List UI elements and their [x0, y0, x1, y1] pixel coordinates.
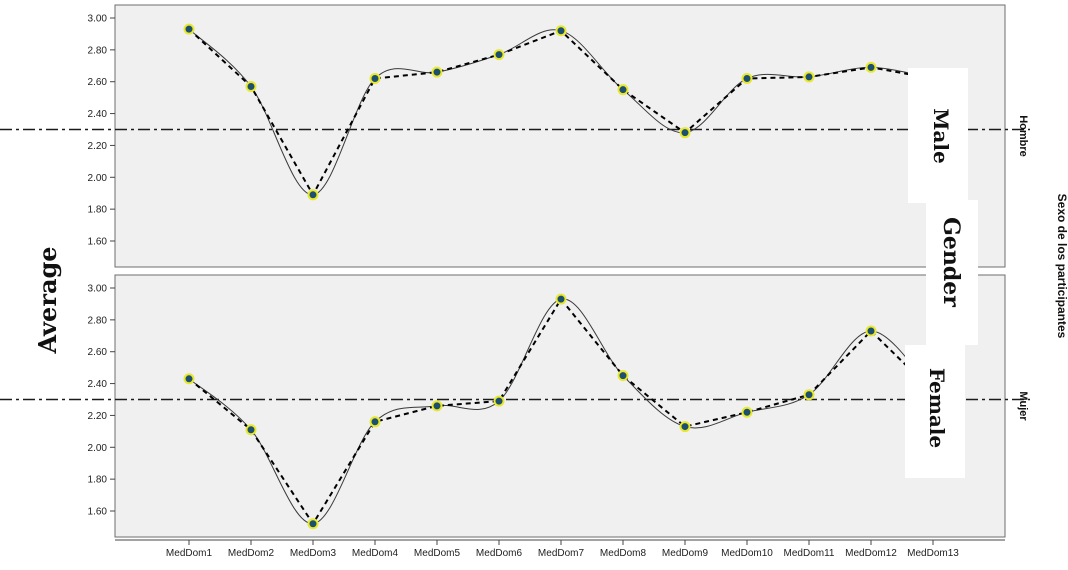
data-point-meddom6 — [493, 395, 505, 407]
facet-label: Hombre — [1017, 115, 1029, 157]
y-tick-label: 3.00 — [88, 14, 108, 25]
facet-label: Mujer — [1017, 391, 1029, 421]
data-point-meddom9 — [679, 127, 691, 139]
facet-title: Sexo de los participantes — [1055, 194, 1068, 339]
x-tick-label: MedDom10 — [721, 548, 773, 559]
x-tick-label: MedDom12 — [845, 548, 897, 559]
x-tick-label: MedDom8 — [600, 548, 647, 559]
x-tick-label: MedDom6 — [476, 548, 523, 559]
data-point-meddom3 — [307, 518, 319, 530]
data-point-meddom5 — [431, 400, 443, 412]
data-point-meddom9 — [679, 421, 691, 433]
data-point-meddom1 — [183, 23, 195, 35]
y-tick-label: 2.60 — [88, 77, 108, 88]
y-tick-label: 1.60 — [88, 237, 108, 248]
data-point-meddom7 — [555, 293, 567, 305]
x-tick-label: MedDom1 — [166, 548, 213, 559]
y-tick-label: 2.20 — [88, 411, 108, 422]
x-tick-label: MedDom3 — [290, 548, 337, 559]
y-axis-label: Average — [33, 246, 62, 354]
y-tick-label: 2.80 — [88, 45, 108, 56]
overlay-label-male: Male — [929, 108, 953, 163]
y-tick-label: 2.00 — [88, 173, 108, 184]
x-tick-label: MedDom5 — [414, 548, 461, 559]
overlay-box-female — [905, 345, 965, 478]
data-point-meddom8 — [617, 84, 629, 96]
overlay-label-gender: Gender — [938, 217, 964, 307]
overlay-box-gender — [926, 200, 978, 345]
data-point-meddom1 — [183, 373, 195, 385]
y-tick-label: 1.80 — [88, 475, 108, 486]
overlay-label-female: Female — [925, 368, 949, 448]
data-point-meddom11 — [803, 71, 815, 83]
data-point-meddom2 — [245, 80, 257, 92]
y-tick-label: 2.60 — [88, 347, 108, 358]
y-tick-label: 2.20 — [88, 141, 108, 152]
x-tick-label: MedDom7 — [538, 548, 585, 559]
y-tick-label: 1.60 — [88, 507, 108, 518]
data-point-meddom10 — [741, 73, 753, 85]
x-tick-label: MedDom13 — [907, 548, 959, 559]
x-tick-label: MedDom9 — [662, 548, 709, 559]
y-tick-label: 2.40 — [88, 109, 108, 120]
y-tick-label: 1.80 — [88, 205, 108, 216]
data-point-meddom12 — [865, 61, 877, 73]
data-point-meddom12 — [865, 325, 877, 337]
y-tick-label: 3.00 — [88, 284, 108, 295]
data-point-meddom4 — [369, 416, 381, 428]
x-axis-categories: MedDom1 MedDom2 MedDom3 MedDom4 MedDom5 MedDo… — [115, 539, 1005, 559]
plot-area — [114, 4, 1006, 268]
y-tick-label: 2.80 — [88, 315, 108, 326]
overlay-labels: Male Gender Female — [905, 68, 978, 478]
y-tick-label: 2.40 — [88, 379, 108, 390]
x-tick-label: MedDom4 — [352, 548, 399, 559]
data-point-meddom2 — [245, 424, 257, 436]
data-point-meddom11 — [803, 389, 815, 401]
y-tick-label: 2.00 — [88, 443, 108, 454]
data-point-meddom4 — [369, 73, 381, 85]
x-tick-label: MedDom2 — [228, 548, 275, 559]
data-point-meddom3 — [307, 189, 319, 201]
x-tick-label: MedDom11 — [784, 548, 835, 559]
data-point-meddom6 — [493, 49, 505, 61]
panel-mujer: 3.00 2.80 2.60 2.40 2.20 2.00 1.80 1.60 Mujer — [0, 274, 1030, 538]
overlay-box-male — [908, 68, 968, 203]
data-point-meddom7 — [555, 25, 567, 37]
plot-area — [114, 274, 1006, 538]
data-point-meddom8 — [617, 370, 629, 382]
panel-hombre: 3.00 2.80 2.60 2.40 2.20 2.00 1.80 1.60 Hombre — [0, 4, 1030, 268]
data-point-meddom10 — [741, 406, 753, 418]
data-point-meddom5 — [431, 66, 443, 78]
